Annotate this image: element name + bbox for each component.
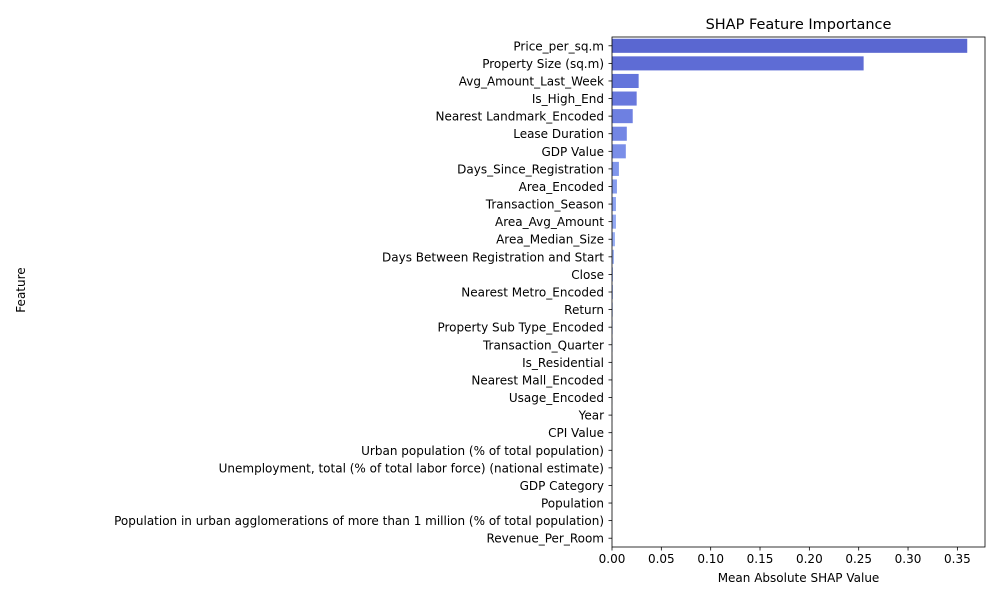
bar [612,74,639,88]
ticks-layer: Price_per_sq.m Property Size (sq.m) Avg_Am… [114,39,971,566]
y-tick-label: Is_Residential [522,356,604,370]
bar [612,144,626,158]
bar [612,215,616,229]
x-tick-label: 0.00 [599,552,626,566]
bar [612,56,864,70]
y-tick-label: Lease Duration [513,127,604,141]
bars-layer [612,39,967,545]
y-tick-label: Nearest Metro_Encoded [461,286,604,300]
y-tick-label: Nearest Landmark_Encoded [436,110,604,124]
y-tick-label: Transaction_Quarter [482,338,604,352]
y-tick-label: Area_Median_Size [496,233,604,247]
y-tick-label: GDP Value [541,145,604,159]
y-tick-label: Transaction_Season [485,198,604,212]
bar [612,109,633,123]
x-tick-label: 0.10 [697,552,724,566]
y-tick-label: Days Between Registration and Start [382,250,604,264]
x-tick-label: 0.25 [845,552,872,566]
plot-frame [612,37,985,547]
y-tick-label: Area_Avg_Amount [495,215,604,229]
bar [612,39,967,53]
bar [612,179,617,193]
bar [612,232,615,246]
y-tick-label: Area_Encoded [519,180,604,194]
x-tick-label: 0.20 [796,552,823,566]
x-tick-label: 0.35 [944,552,971,566]
y-tick-label: Return [564,303,604,317]
y-tick-label: CPI Value [548,426,604,440]
bar [612,127,627,141]
y-tick-label: Days_Since_Registration [457,162,604,176]
y-tick-label: Property Size (sq.m) [482,57,604,71]
x-tick-label: 0.30 [895,552,922,566]
y-tick-label: Usage_Encoded [509,391,604,405]
y-tick-label: Price_per_sq.m [513,39,604,53]
y-tick-label: Avg_Amount_Last_Week [459,74,604,88]
chart-title: SHAP Feature Importance [706,17,892,33]
y-tick-label: Urban population (% of total population) [361,444,604,458]
y-tick-label: Nearest Mall_Encoded [471,373,604,387]
y-tick-label: Is_High_End [532,92,604,106]
x-tick-label: 0.05 [648,552,675,566]
x-axis-label: Mean Absolute SHAP Value [718,571,880,585]
y-tick-label: Population in urban agglomerations of mo… [114,514,604,528]
bar [612,197,616,211]
y-tick-label: Population [541,497,604,511]
x-tick-label: 0.15 [747,552,774,566]
axes-spines [612,37,985,547]
y-tick-label: Property Sub Type_Encoded [437,321,604,335]
y-tick-label: Unemployment, total (% of total labor fo… [219,461,604,475]
y-tick-label: Close [571,268,604,282]
bar [612,162,619,176]
y-tick-label: Revenue_Per_Room [486,532,604,546]
bar [612,92,637,106]
y-tick-label: GDP Category [520,479,604,493]
y-tick-label: Year [578,409,604,423]
y-axis-label: Feature [14,267,28,312]
